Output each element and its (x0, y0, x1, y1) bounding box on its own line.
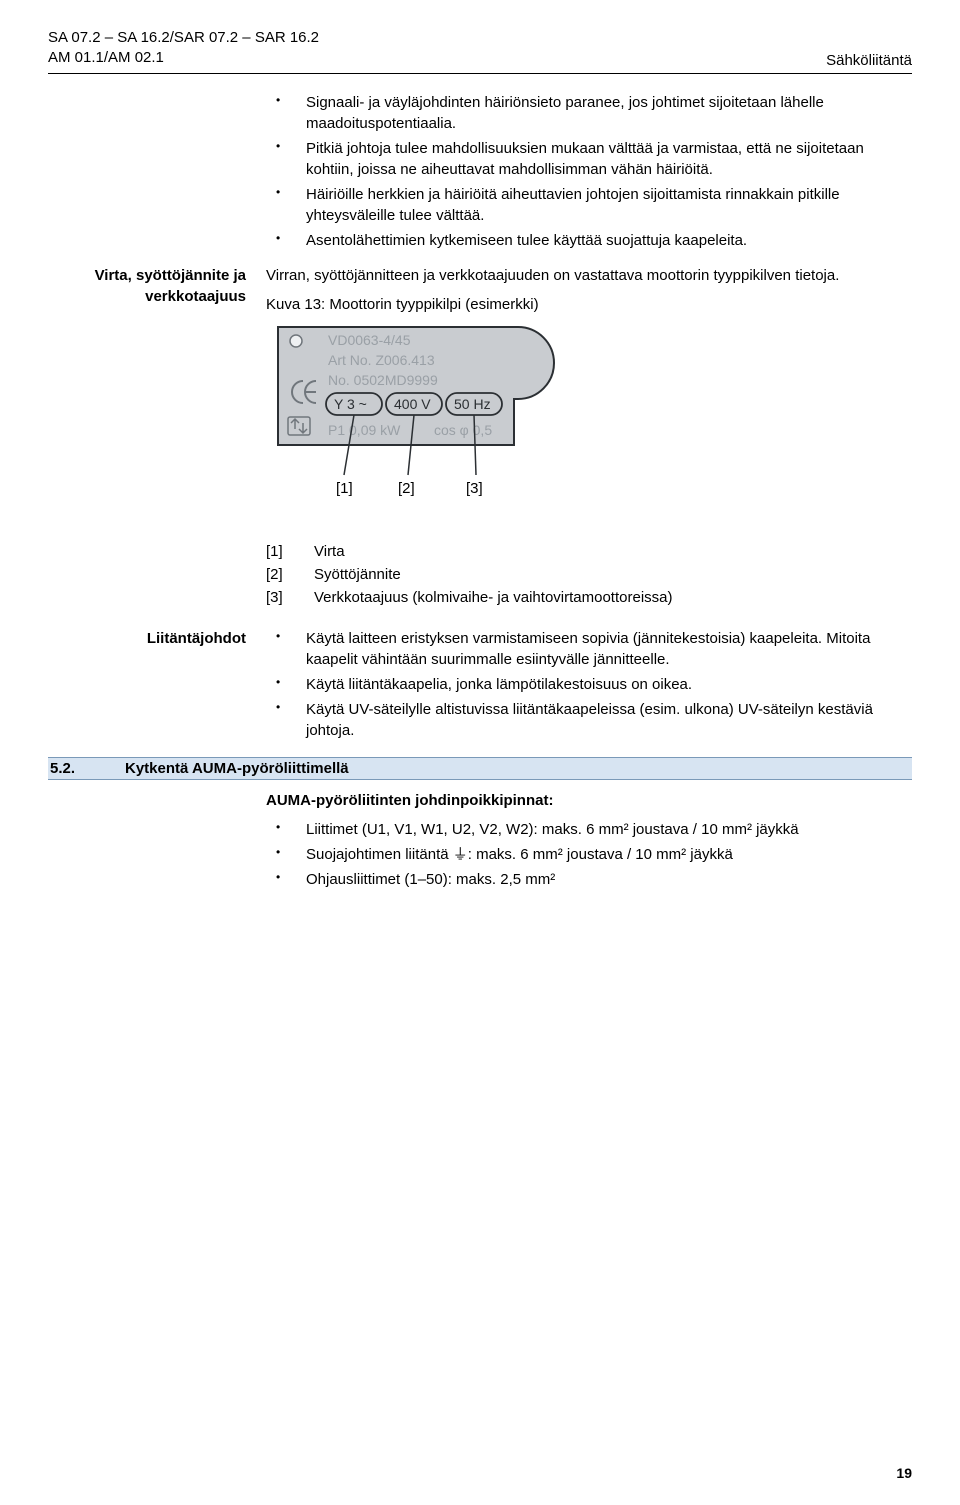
legend-table: [1] Virta [2] Syöttöjännite [3] Verkkota… (266, 541, 912, 608)
nameplate-faded-1: VD0063-4/45 (328, 332, 411, 348)
bullet-item: Suojajohtimen liitäntä ⏚: maks. 6 mm² jo… (266, 844, 912, 865)
bullet-item: Liittimet (U1, V1, W1, U2, V2, W2): maks… (266, 819, 912, 840)
nameplate-figure: VD0063-4/45 Art No. Z006.413 No. 0502MD9… (266, 325, 912, 531)
nameplate-bottom-left: P1 0,09 kW (328, 422, 401, 438)
label-empty-2 (48, 790, 266, 898)
row-section-body: AUMA-pyöröliitinten johdinpoikkipinnat: … (48, 790, 912, 898)
nameplate-faded-2: Art No. Z006.413 (328, 352, 435, 368)
body-liitanta: Käytä laitteen eristyksen varmistamiseen… (266, 628, 912, 749)
nameplate-svg: VD0063-4/45 Art No. Z006.413 No. 0502MD9… (266, 325, 566, 525)
legend-key: [2] (266, 564, 314, 585)
label-empty-1 (48, 92, 266, 259)
nameplate-faded-3: No. 0502MD9999 (328, 372, 438, 388)
para-virran: Virran, syöttöjännitteen ja verkkotaajuu… (266, 265, 912, 286)
bullet-item: Käytä UV-säteilylle altistuvissa liitänt… (266, 699, 912, 741)
legend-value: Virta (314, 541, 345, 562)
nameplate-hz: 50 Hz (454, 396, 491, 412)
nameplate-volt: 400 V (394, 396, 431, 412)
page-header: SA 07.2 – SA 16.2/SAR 07.2 – SAR 16.2 AM… (48, 28, 912, 74)
legend-row: [3] Verkkotaajuus (kolmivaihe- ja vaihto… (266, 587, 912, 608)
nameplate-ref-3: [3] (466, 480, 483, 497)
bullet-list-2: Käytä laitteen eristyksen varmistamiseen… (266, 628, 912, 741)
header-right: Sähköliitäntä (826, 52, 912, 69)
page-number: 19 (896, 1465, 912, 1481)
subheading: AUMA-pyöröliitinten johdinpoikkipinnat: (266, 790, 912, 811)
body-virta: Virran, syöttöjännitteen ja verkkotaajuu… (266, 265, 912, 622)
legend-key: [3] (266, 587, 314, 608)
header-left: SA 07.2 – SA 16.2/SAR 07.2 – SAR 16.2 AM… (48, 28, 319, 69)
body-section: AUMA-pyöröliitinten johdinpoikkipinnat: … (266, 790, 912, 898)
bullet-item: Signaali- ja väyläjohdinten häiriönsieto… (266, 92, 912, 134)
figure-caption: Kuva 13: Moottorin tyyppikilpi (esimerkk… (266, 294, 912, 315)
nameplate-y3: Y 3 ~ (334, 396, 367, 412)
section-number: 5.2. (50, 760, 125, 777)
nameplate-bottom-right: cos φ 0,5 (434, 422, 492, 438)
row-liitanta: Liitäntäjohdot Käytä laitteen eristyksen… (48, 628, 912, 749)
header-line-2: AM 01.1/AM 02.1 (48, 48, 319, 68)
bullet-item: Asentolähettimien kytkemiseen tulee käyt… (266, 230, 912, 251)
bullet-item: Häiriöille herkkien ja häiriöitä aiheutt… (266, 184, 912, 226)
legend-key: [1] (266, 541, 314, 562)
nameplate-ref-1: [1] (336, 480, 353, 497)
legend-value: Verkkotaajuus (kolmivaihe- ja vaihtovirt… (314, 587, 672, 608)
nameplate-ref-2: [2] (398, 480, 415, 497)
bullet-item: Ohjausliittimet (1–50): maks. 2,5 mm² (266, 869, 912, 890)
legend-row: [1] Virta (266, 541, 912, 562)
header-line-1: SA 07.2 – SA 16.2/SAR 07.2 – SAR 16.2 (48, 28, 319, 48)
section-header: 5.2. Kytkentä AUMA-pyöröliittimellä (48, 757, 912, 780)
row-intro-bullets: Signaali- ja väyläjohdinten häiriönsieto… (48, 92, 912, 259)
section-title: Kytkentä AUMA-pyöröliittimellä (125, 760, 349, 777)
label-virta: Virta, syöttöjännite ja verkkotaajuus (48, 265, 266, 622)
legend-row: [2] Syöttöjännite (266, 564, 912, 585)
bullet-item: Pitkiä johtoja tulee mahdollisuuksien mu… (266, 138, 912, 180)
label-liitanta: Liitäntäjohdot (48, 628, 266, 749)
bullet-list-1: Signaali- ja väyläjohdinten häiriönsieto… (266, 92, 912, 251)
body-intro-bullets: Signaali- ja väyläjohdinten häiriönsieto… (266, 92, 912, 259)
bullet-item: Käytä laitteen eristyksen varmistamiseen… (266, 628, 912, 670)
bullet-item: Käytä liitäntäkaapelia, jonka lämpötilak… (266, 674, 912, 695)
row-virta: Virta, syöttöjännite ja verkkotaajuus Vi… (48, 265, 912, 622)
legend-value: Syöttöjännite (314, 564, 401, 585)
bullet-list-3: Liittimet (U1, V1, W1, U2, V2, W2): maks… (266, 819, 912, 890)
